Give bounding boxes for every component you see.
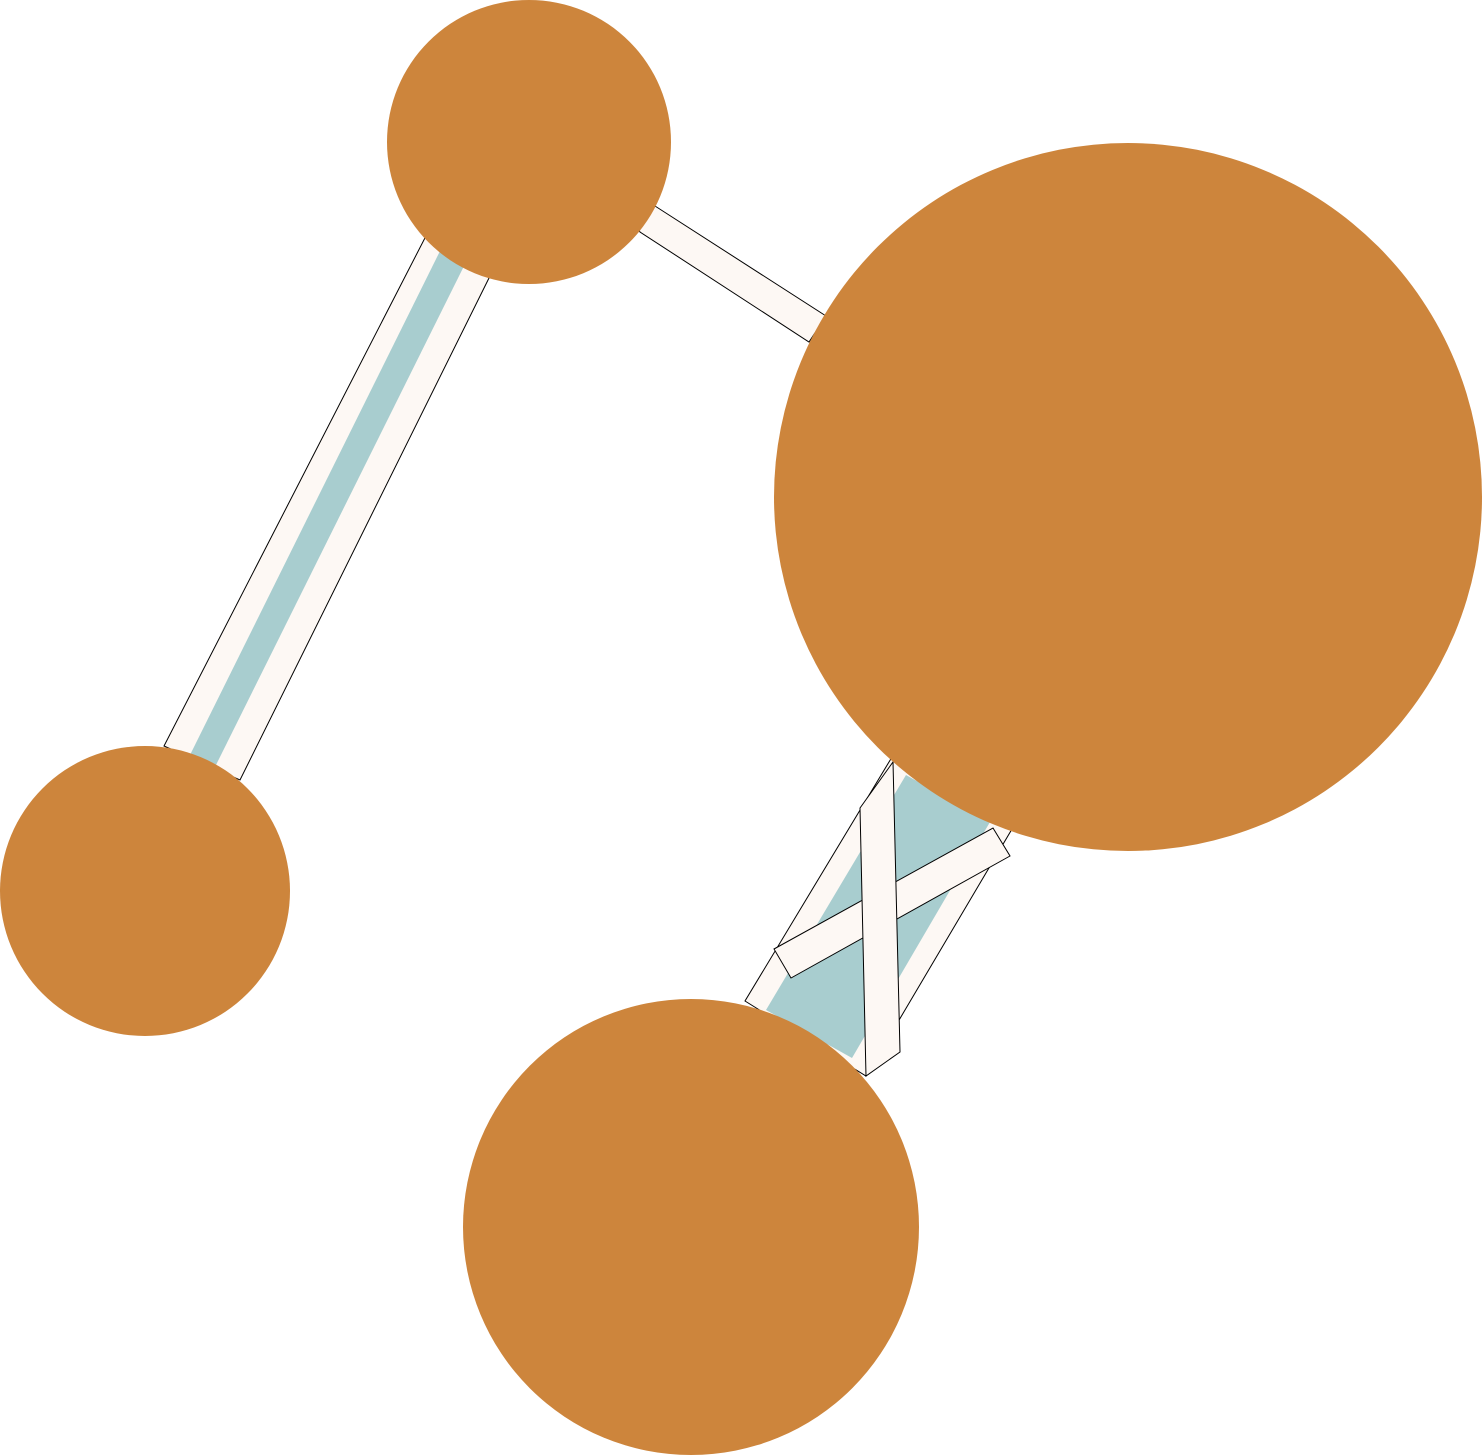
link-right-bottom-strand-2: [859, 760, 901, 1077]
links: [163, 186, 1013, 1077]
node-top: [387, 0, 671, 284]
node-bottom: [463, 999, 919, 1455]
node-left: [0, 746, 290, 1036]
node-right: [774, 143, 1482, 851]
link-top-left-core: [190, 247, 466, 767]
